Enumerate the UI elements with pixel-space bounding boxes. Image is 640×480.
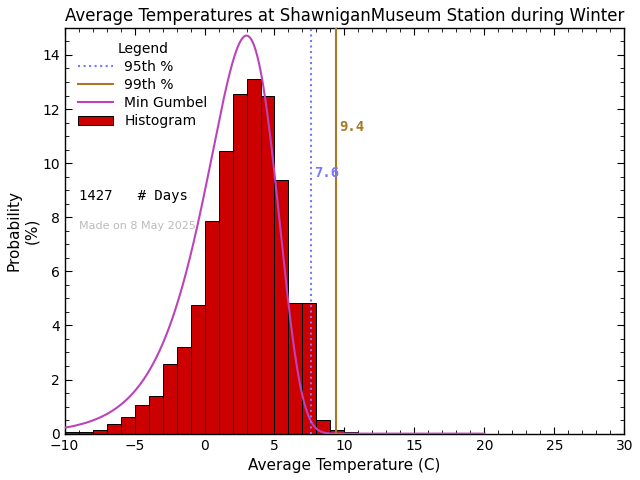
Bar bbox=[344, 432, 358, 433]
Bar bbox=[65, 432, 79, 433]
Bar bbox=[218, 151, 232, 433]
Bar bbox=[289, 303, 303, 433]
Y-axis label: Probability
(%): Probability (%) bbox=[7, 190, 39, 271]
Bar bbox=[134, 405, 148, 433]
Bar bbox=[191, 305, 205, 433]
Bar bbox=[107, 424, 120, 433]
Title: Average Temperatures at ShawniganMuseum Station during Winter: Average Temperatures at ShawniganMuseum … bbox=[65, 7, 624, 25]
Bar bbox=[246, 79, 260, 433]
Text: Made on 8 May 2025: Made on 8 May 2025 bbox=[79, 221, 195, 231]
Bar bbox=[120, 417, 134, 433]
Bar bbox=[260, 96, 275, 433]
Bar bbox=[79, 432, 93, 433]
Bar bbox=[316, 420, 330, 433]
Bar bbox=[148, 396, 163, 433]
Bar bbox=[163, 363, 177, 433]
Bar bbox=[205, 221, 218, 433]
Legend: 95th %, 99th %, Min Gumbel, Histogram: 95th %, 99th %, Min Gumbel, Histogram bbox=[72, 35, 214, 135]
Bar bbox=[330, 430, 344, 433]
X-axis label: Average Temperature (C): Average Temperature (C) bbox=[248, 458, 441, 473]
Bar bbox=[275, 180, 289, 433]
Bar bbox=[303, 303, 316, 433]
Bar bbox=[232, 95, 246, 433]
Bar bbox=[93, 430, 107, 433]
Text: 9.4: 9.4 bbox=[339, 120, 364, 133]
Text: 1427   # Days: 1427 # Days bbox=[79, 189, 188, 204]
Text: 7.6: 7.6 bbox=[314, 166, 339, 180]
Bar bbox=[177, 347, 191, 433]
